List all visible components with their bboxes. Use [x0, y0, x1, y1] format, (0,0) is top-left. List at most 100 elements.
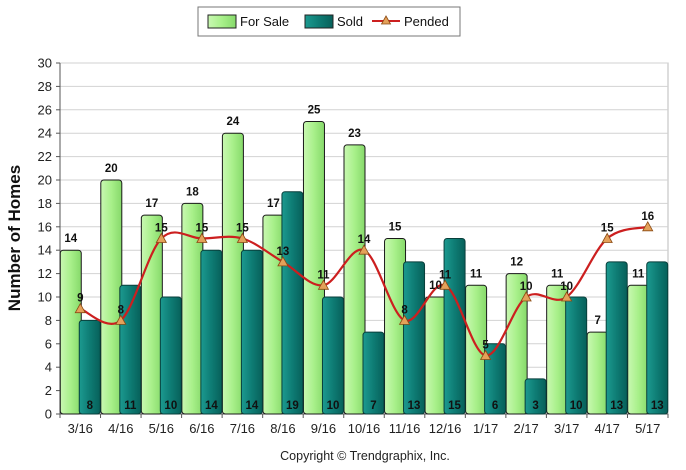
x-tick-label: 5/17 — [635, 421, 660, 436]
label-pended: 10 — [560, 281, 573, 293]
bar-sold — [524, 378, 547, 415]
bar-for-sale — [221, 132, 244, 415]
bar-for-sale — [546, 284, 569, 415]
label-for-sale: 24 — [227, 116, 240, 128]
y-tick-label: 28 — [38, 79, 52, 94]
label-pended: 8 — [118, 304, 125, 316]
label-for-sale: 23 — [348, 128, 361, 140]
y-tick-label: 22 — [38, 149, 52, 164]
label-sold: 10 — [164, 400, 177, 412]
label-for-sale: 25 — [308, 105, 321, 117]
pended-point — [601, 232, 613, 243]
bar-for-sale — [384, 238, 407, 415]
y-tick-label: 4 — [45, 360, 52, 375]
bar-for-sale — [302, 121, 325, 415]
footer-credit: Copyright © Trendgraphix, Inc. — [280, 449, 450, 463]
label-sold: 6 — [492, 400, 498, 412]
y-tick-label: 10 — [38, 290, 52, 305]
x-tick-label: 2/17 — [513, 421, 538, 436]
label-for-sale: 10 — [429, 280, 442, 292]
pended-point — [115, 314, 127, 325]
bar-for-sale — [100, 179, 123, 415]
label-for-sale: 14 — [64, 233, 77, 245]
legend-swatch-sold — [304, 14, 334, 29]
bars — [59, 121, 669, 415]
label-pended: 15 — [195, 223, 208, 235]
pended-point — [277, 256, 289, 267]
label-for-sale: 20 — [105, 163, 118, 175]
bar-sold — [403, 261, 426, 415]
label-sold: 8 — [87, 400, 94, 412]
bar-for-sale — [343, 144, 366, 415]
label-pended: 15 — [155, 223, 168, 235]
x-tick-label: 1/17 — [473, 421, 498, 436]
y-axis-label: Number of Homes — [5, 165, 24, 311]
x-tick-label: 3/17 — [554, 421, 579, 436]
label-sold: 13 — [610, 400, 623, 412]
label-sold: 13 — [408, 400, 421, 412]
bar-for-sale — [59, 249, 82, 415]
label-sold: 15 — [448, 400, 461, 412]
bar-for-sale — [140, 214, 163, 415]
pended-point — [317, 279, 330, 290]
y-tick-label: 30 — [38, 56, 52, 71]
bar-sold — [281, 191, 304, 415]
pended-point — [358, 244, 370, 255]
y-tick-label: 14 — [38, 243, 52, 258]
bar-for-sale — [627, 284, 650, 415]
legend-label-sold: Sold — [337, 14, 363, 29]
label-for-sale: 18 — [186, 186, 199, 198]
pended-point — [520, 291, 532, 302]
bar-for-sale — [424, 296, 447, 415]
pended-point — [560, 291, 573, 302]
x-tick-label: 11/16 — [389, 421, 421, 436]
bar-sold — [119, 284, 142, 415]
x-tick-label: 6/16 — [189, 421, 214, 436]
x-tick-label: 7/16 — [230, 421, 255, 436]
bar-sold — [565, 296, 588, 415]
y-tick-label: 26 — [38, 102, 52, 117]
bar-for-sale — [586, 331, 609, 415]
x-tick-label: 9/16 — [311, 421, 336, 436]
y-tick-label: 24 — [38, 126, 52, 141]
label-for-sale: 17 — [267, 198, 280, 210]
pended-point — [236, 232, 249, 243]
legend: For Sale Sold Pended — [197, 6, 461, 37]
pended-line-path — [79, 225, 649, 357]
label-sold: 14 — [205, 400, 218, 412]
bar-sold — [78, 319, 101, 415]
label-pended: 10 — [520, 281, 533, 293]
pended-point — [479, 349, 492, 360]
bar-sold — [362, 331, 385, 415]
label-pended: 15 — [601, 223, 614, 235]
label-pended: 11 — [439, 269, 452, 281]
bar-for-sale — [505, 273, 528, 415]
bar-sold — [159, 296, 182, 415]
y-tick-label: 8 — [45, 313, 52, 328]
y-tick-label: 18 — [38, 196, 52, 211]
pended-point — [642, 220, 654, 232]
y-tick-label: 6 — [45, 336, 52, 351]
x-tick-label: 3/16 — [68, 421, 93, 436]
y-tick-label: 16 — [38, 219, 52, 234]
bar-sold — [321, 296, 344, 415]
pended-point — [398, 314, 411, 325]
legend-swatch-for-sale — [207, 14, 237, 29]
y-tick-label: 20 — [38, 173, 52, 188]
label-sold: 10 — [570, 400, 583, 412]
pended-point — [196, 232, 208, 243]
y-tick-label: 12 — [38, 266, 52, 281]
x-tick-label: 10/16 — [348, 421, 381, 436]
label-sold: 13 — [651, 400, 664, 412]
label-for-sale: 11 — [551, 268, 564, 280]
x-tick-label: 8/16 — [270, 421, 295, 436]
label-for-sale: 17 — [145, 198, 158, 210]
label-for-sale: 12 — [510, 257, 523, 269]
label-for-sale: 11 — [632, 268, 645, 280]
label-pended: 14 — [358, 234, 371, 246]
bar-sold — [240, 249, 263, 415]
y-tick-label: 2 — [45, 383, 52, 398]
